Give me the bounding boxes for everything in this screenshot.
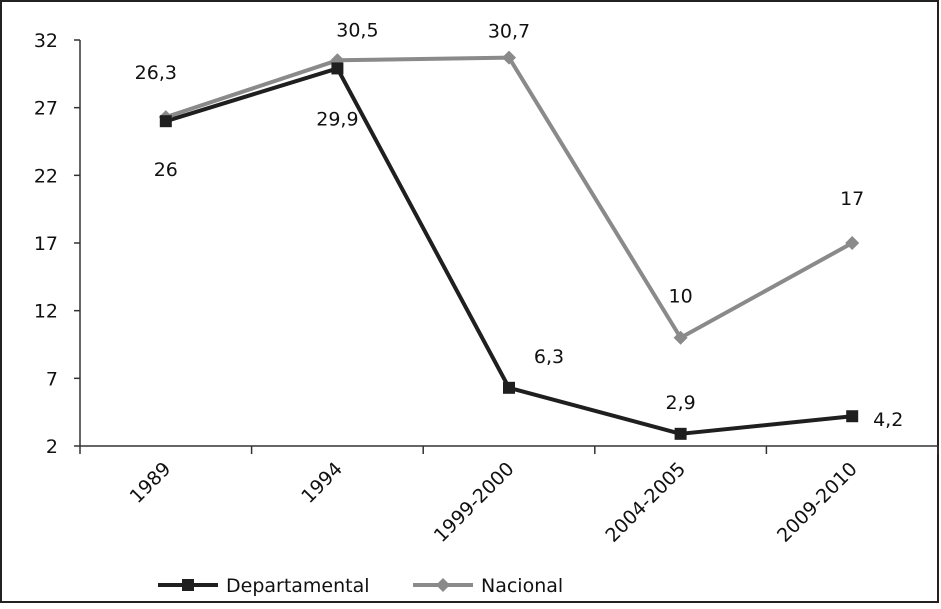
- data-point-departamental: [503, 381, 515, 394]
- data-point-departamental: [846, 410, 859, 423]
- series-markers: [158, 50, 860, 440]
- data-label-nacional: 30,7: [488, 21, 530, 43]
- data-label-nacional: 17: [840, 188, 864, 210]
- y-tick-label: 12: [34, 301, 58, 323]
- legend: Departamental Nacional: [158, 575, 563, 597]
- data-point-departamental: [159, 115, 172, 128]
- data-labels: 26 29,9 6,3 2,9 4,2 26,3 30,5 30,7 10 17: [135, 19, 904, 431]
- data-label-nacional: 30,5: [336, 19, 378, 41]
- data-label-departamental: 6,3: [534, 346, 564, 368]
- data-point-nacional: [330, 53, 345, 68]
- y-tick-label: 17: [34, 233, 58, 255]
- data-point-nacional: [845, 236, 860, 250]
- data-label-departamental: 2,9: [665, 392, 695, 414]
- data-label-nacional: 26,3: [135, 62, 177, 84]
- data-point-departamental: [331, 62, 344, 75]
- y-tick-label: 7: [46, 368, 58, 390]
- y-tick-label: 27: [34, 98, 58, 120]
- legend-marker-nacional: [436, 578, 450, 592]
- data-label-departamental: 29,9: [316, 108, 358, 130]
- data-point-nacional: [502, 50, 516, 65]
- legend-label-nacional: Nacional: [481, 575, 563, 597]
- legend-label-departamental: Departamental: [226, 575, 370, 597]
- y-tick-label: 32: [34, 30, 58, 52]
- y-tick-label: 2: [46, 436, 58, 458]
- y-tick-label: 22: [34, 165, 58, 187]
- legend-marker-departamental: [182, 579, 194, 591]
- data-point-departamental: [674, 427, 687, 440]
- data-label-departamental: 4,2: [873, 409, 903, 431]
- data-point-nacional: [673, 330, 688, 345]
- data-label-nacional: 10: [669, 286, 693, 308]
- data-label-departamental: 26: [154, 159, 178, 181]
